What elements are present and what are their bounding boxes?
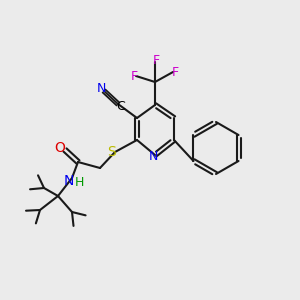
Text: S: S [106, 145, 116, 159]
Text: F: F [130, 70, 138, 83]
Text: F: F [152, 55, 160, 68]
Text: F: F [171, 67, 178, 80]
Text: C: C [117, 100, 125, 113]
Text: N: N [148, 149, 158, 163]
Text: H: H [74, 176, 84, 188]
Text: N: N [64, 174, 74, 188]
Text: N: N [96, 82, 106, 95]
Text: O: O [55, 141, 65, 155]
